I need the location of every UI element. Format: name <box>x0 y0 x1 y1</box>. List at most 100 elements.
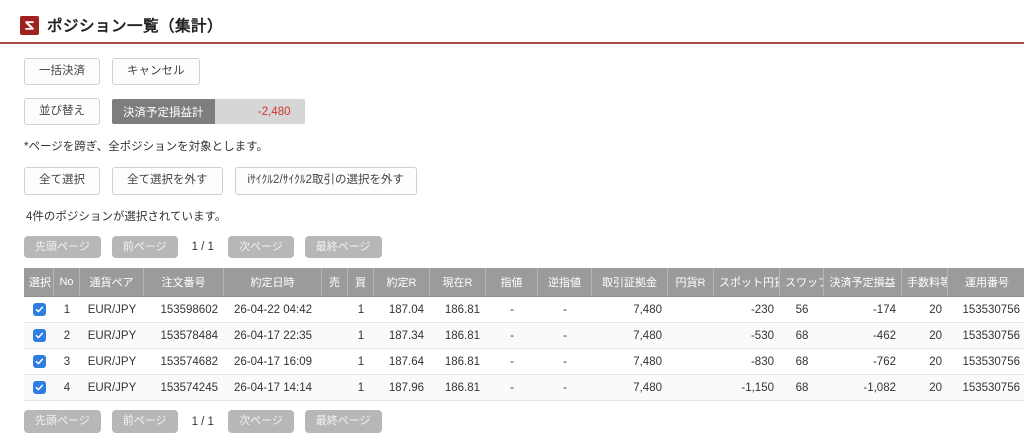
row-select-cell[interactable] <box>24 349 54 376</box>
cell-margin: 7,480 <box>592 375 668 402</box>
cell-swap: 68 <box>780 323 824 350</box>
cell-order-no: 153578484 <box>144 323 224 350</box>
select-all-button[interactable]: 全て選択 <box>24 167 100 195</box>
cell-order-no: 153574245 <box>144 375 224 402</box>
table-row: 3 EUR/JPY 153574682 26-04-17 16:09 1 187.64 18… <box>24 349 1024 376</box>
cell-order-no: 153598602 <box>144 297 224 324</box>
cell-limit: - <box>486 375 538 402</box>
cell-stop: - <box>538 323 592 350</box>
table-row: 2 EUR/JPY 153578484 26-04-17 22:35 1 187.34 18… <box>24 323 1024 350</box>
last-page-button[interactable]: 最終ページ <box>304 235 382 259</box>
cell-buy: 1 <box>348 297 374 324</box>
cell-expected-pl: -1,082 <box>824 375 902 402</box>
row-checkbox-checked-icon[interactable] <box>32 303 46 317</box>
cell-contract-rate: 187.64 <box>374 349 430 376</box>
primary-action-row: 一括決済 キャンセル <box>0 58 1024 86</box>
column-header-6: 買 <box>348 268 374 298</box>
cell-stop: - <box>538 297 592 324</box>
cell-order-no: 153574682 <box>144 349 224 376</box>
cell-swap: 68 <box>780 349 824 376</box>
prev-page-button[interactable]: 前ページ <box>111 235 178 259</box>
cell-current-rate: 186.81 <box>430 297 486 324</box>
column-header-17: 運用番号 <box>948 268 1024 298</box>
cell-stop: - <box>538 375 592 402</box>
cell-spot-yen: -230 <box>714 297 780 324</box>
sort-button[interactable]: 並び替え <box>24 98 100 126</box>
first-page-button[interactable]: 先頭ページ <box>24 235 101 259</box>
cell-contract-rate: 187.04 <box>374 297 430 324</box>
cell-spot-yen: -830 <box>714 349 780 376</box>
row-select-cell[interactable] <box>24 297 54 324</box>
deselect-cycle-trades-button[interactable]: iｻｲｸﾙ2/ｻｲｸﾙ2取引の選択を外す <box>234 167 418 195</box>
z-logo-icon <box>20 15 39 35</box>
expected-pl-total-label: 決済予定損益計 <box>112 99 215 125</box>
column-header-1: No <box>54 268 80 298</box>
cell-expected-pl: -174 <box>824 297 902 324</box>
cell-limit: - <box>486 349 538 376</box>
cell-contract-rate: 187.34 <box>374 323 430 350</box>
cell-datetime: 26-04-17 22:35 <box>224 323 322 350</box>
row-checkbox-checked-icon[interactable] <box>32 381 46 395</box>
next-page-button[interactable]: 次ページ <box>227 235 294 259</box>
cell-expected-pl: -762 <box>824 349 902 376</box>
cell-account-no: 153530756 <box>948 323 1024 350</box>
deselect-all-button[interactable]: 全て選択を外す <box>112 167 223 195</box>
cell-swap: 56 <box>780 297 824 324</box>
cell-fee: 20 <box>902 375 948 402</box>
cell-margin: 7,480 <box>592 323 668 350</box>
row-checkbox-checked-icon[interactable] <box>32 355 46 369</box>
cell-datetime: 26-04-17 16:09 <box>224 349 322 376</box>
column-header-0: 選択 <box>24 268 54 298</box>
cell-expected-pl: -462 <box>824 323 902 350</box>
prev-page-button-bottom[interactable]: 前ページ <box>111 410 178 433</box>
column-header-9: 指値 <box>486 268 538 298</box>
positions-table-body: 1 EUR/JPY 153598602 26-04-22 04:42 1 187.04 18… <box>24 297 1024 402</box>
cell-fee: 20 <box>902 349 948 376</box>
bulk-settle-button[interactable]: 一括決済 <box>24 58 100 86</box>
cell-no: 1 <box>54 297 80 324</box>
positions-table-wrap: 選択 No 通貨ペア 注文番号 約定日時売買約定R 現在R 指値 逆指値 取引証拠金 円貨R スポッ… <box>0 268 1024 402</box>
cell-buy: 1 <box>348 349 374 376</box>
cell-yen-rate <box>668 375 714 402</box>
cell-no: 2 <box>54 323 80 350</box>
row-select-cell[interactable] <box>24 375 54 402</box>
cell-buy: 1 <box>348 375 374 402</box>
cell-datetime: 26-04-17 14:14 <box>224 375 322 402</box>
first-page-button-bottom[interactable]: 先頭ページ <box>24 410 101 433</box>
cell-yen-rate <box>668 349 714 376</box>
cell-pair: EUR/JPY <box>80 323 144 350</box>
cell-pair: EUR/JPY <box>80 375 144 402</box>
cancel-button[interactable]: キャンセル <box>112 58 200 86</box>
cell-limit: - <box>486 323 538 350</box>
row-select-cell[interactable] <box>24 323 54 350</box>
expected-pl-total-value: -2,480 <box>214 99 305 125</box>
next-page-button-bottom[interactable]: 次ページ <box>227 410 294 433</box>
scope-note: *ページを跨ぎ、全ポジションを対象とします。 <box>24 141 269 154</box>
pager-top: 先頭ページ 前ページ 1 / 1 次ページ 最終ページ <box>0 235 1024 259</box>
cell-swap: 68 <box>780 375 824 402</box>
cell-yen-rate <box>668 297 714 324</box>
column-header-2: 通貨ペア <box>80 268 144 298</box>
cell-contract-rate: 187.96 <box>374 375 430 402</box>
cell-account-no: 153530756 <box>948 375 1024 402</box>
column-header-13: スポット円貨 <box>714 268 780 298</box>
positions-table-head: 選択 No 通貨ペア 注文番号 約定日時売買約定R 現在R 指値 逆指値 取引証拠金 円貨R スポッ… <box>24 268 1024 298</box>
last-page-button-bottom[interactable]: 最終ページ <box>304 410 382 433</box>
pager-bottom: 先頭ページ 前ページ 1 / 1 次ページ 最終ページ <box>0 410 1024 433</box>
cell-fee: 20 <box>902 323 948 350</box>
expected-pl-total-badge: 決済予定損益計 -2,480 <box>112 99 305 125</box>
selected-count-text: 4件のポジションが選択されています。 <box>26 210 227 223</box>
cell-spot-yen: -1,150 <box>714 375 780 402</box>
page-indicator-bottom: 1 / 1 <box>191 415 214 428</box>
column-header-16: 手数料等 <box>902 268 948 298</box>
cell-no: 4 <box>54 375 80 402</box>
column-header-11: 取引証拠金 <box>592 268 668 298</box>
selection-action-row: 全て選択 全て選択を外す iｻｲｸﾙ2/ｻｲｸﾙ2取引の選択を外す <box>0 167 1024 195</box>
row-checkbox-checked-icon[interactable] <box>32 329 46 343</box>
cell-buy: 1 <box>348 323 374 350</box>
column-header-7: 約定R <box>374 268 430 298</box>
cell-account-no: 153530756 <box>948 349 1024 376</box>
table-row: 1 EUR/JPY 153598602 26-04-22 04:42 1 187.04 18… <box>24 297 1024 324</box>
cell-sell <box>322 349 348 376</box>
cell-no: 3 <box>54 349 80 376</box>
